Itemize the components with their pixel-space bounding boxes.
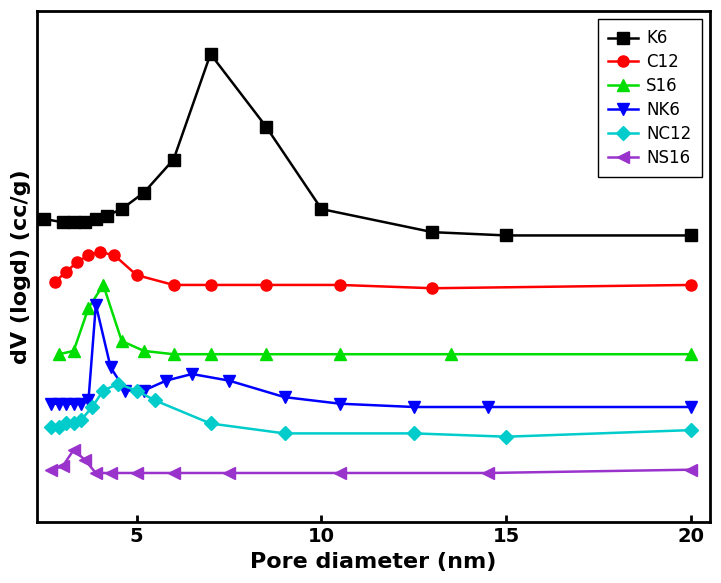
S16 xyxy=(446,351,455,358)
C12 xyxy=(132,272,141,279)
NC12 xyxy=(132,387,141,394)
NK6 xyxy=(280,394,289,401)
S16 xyxy=(118,338,126,345)
NK6 xyxy=(76,400,85,407)
K6 xyxy=(502,232,510,239)
NS16 xyxy=(47,466,56,473)
Line: NK6: NK6 xyxy=(46,299,697,413)
S16 xyxy=(687,351,696,358)
S16 xyxy=(262,351,270,358)
K6 xyxy=(81,219,89,226)
S16 xyxy=(206,351,215,358)
C12 xyxy=(687,282,696,289)
K6 xyxy=(92,216,100,223)
S16 xyxy=(55,351,63,358)
Line: K6: K6 xyxy=(38,48,697,241)
Line: S16: S16 xyxy=(53,279,697,360)
C12 xyxy=(206,282,215,289)
X-axis label: Pore diameter (nm): Pore diameter (nm) xyxy=(250,552,497,572)
NK6 xyxy=(55,400,63,407)
NS16 xyxy=(58,463,67,470)
Y-axis label: dV (logd) (cc/g): dV (logd) (cc/g) xyxy=(11,170,31,364)
NS16 xyxy=(336,469,345,476)
K6 xyxy=(58,219,67,226)
C12 xyxy=(169,282,178,289)
NS16 xyxy=(81,456,89,463)
NS16 xyxy=(169,469,178,476)
K6 xyxy=(206,51,215,58)
NC12 xyxy=(687,427,696,434)
NC12 xyxy=(47,423,56,430)
K6 xyxy=(687,232,696,239)
K6 xyxy=(118,206,126,213)
S16 xyxy=(169,351,178,358)
NK6 xyxy=(140,387,149,394)
NK6 xyxy=(687,403,696,410)
C12 xyxy=(62,268,71,275)
C12 xyxy=(428,285,437,292)
S16 xyxy=(84,304,93,311)
NS16 xyxy=(225,469,234,476)
NK6 xyxy=(106,364,115,371)
NK6 xyxy=(410,403,418,410)
K6 xyxy=(428,229,437,236)
S16 xyxy=(140,347,149,354)
NS16 xyxy=(132,469,141,476)
NK6 xyxy=(225,377,234,384)
K6 xyxy=(69,219,78,226)
NK6 xyxy=(62,400,71,407)
NS16 xyxy=(69,447,78,454)
C12 xyxy=(51,278,60,285)
S16 xyxy=(336,351,345,358)
C12 xyxy=(84,252,93,259)
NC12 xyxy=(88,403,97,410)
NK6 xyxy=(484,403,492,410)
NC12 xyxy=(76,417,85,424)
C12 xyxy=(336,282,345,289)
NK6 xyxy=(162,377,170,384)
NC12 xyxy=(114,381,123,388)
NK6 xyxy=(336,400,345,407)
NK6 xyxy=(47,400,56,407)
NK6 xyxy=(121,387,130,394)
K6 xyxy=(169,156,178,163)
NK6 xyxy=(84,397,93,404)
NC12 xyxy=(62,420,71,427)
Legend: K6, C12, S16, NK6, NC12, NS16: K6, C12, S16, NK6, NC12, NS16 xyxy=(598,19,702,177)
NS16 xyxy=(484,469,492,476)
NS16 xyxy=(687,466,696,473)
K6 xyxy=(262,123,270,130)
NK6 xyxy=(92,301,100,308)
NC12 xyxy=(55,423,63,430)
Line: NS16: NS16 xyxy=(46,444,697,479)
NC12 xyxy=(206,420,215,427)
NC12 xyxy=(99,387,107,394)
S16 xyxy=(69,347,78,354)
NC12 xyxy=(410,430,418,437)
Line: NC12: NC12 xyxy=(47,379,696,441)
C12 xyxy=(73,258,81,265)
K6 xyxy=(102,212,111,219)
Line: C12: C12 xyxy=(50,247,697,294)
C12 xyxy=(95,248,104,255)
C12 xyxy=(110,252,119,259)
NC12 xyxy=(502,433,510,440)
NK6 xyxy=(69,400,78,407)
NK6 xyxy=(187,371,196,378)
K6 xyxy=(140,189,149,196)
S16 xyxy=(99,282,107,289)
NS16 xyxy=(106,469,115,476)
NC12 xyxy=(280,430,289,437)
K6 xyxy=(40,216,48,223)
NS16 xyxy=(92,469,100,476)
C12 xyxy=(262,282,270,289)
K6 xyxy=(317,206,326,213)
NC12 xyxy=(151,397,159,404)
NC12 xyxy=(69,420,78,427)
